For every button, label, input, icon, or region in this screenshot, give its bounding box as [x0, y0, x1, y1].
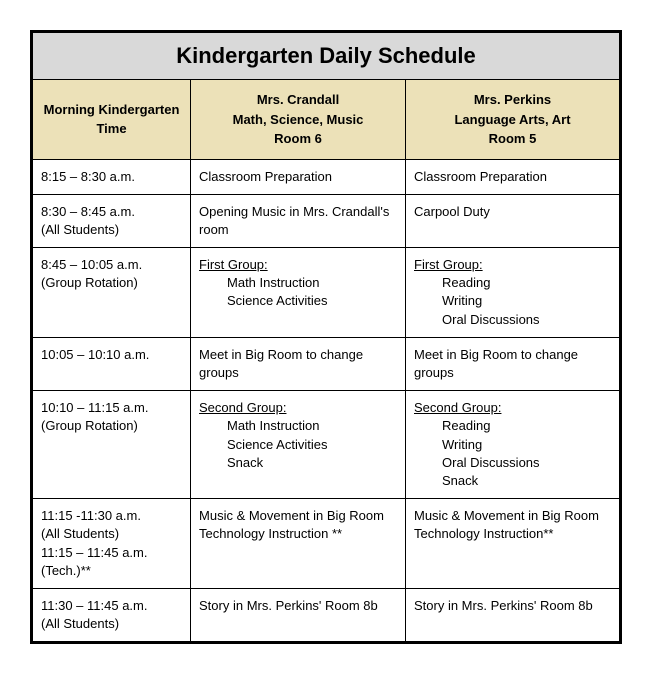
group-item: Reading	[414, 274, 611, 292]
teacher-b-cell: Music & Movement in Big RoomTechnology I…	[406, 499, 621, 589]
group-item: Math Instruction	[199, 274, 397, 292]
table-row: 8:30 – 8:45 a.m.(All Students)Opening Mu…	[32, 194, 621, 247]
time-cell: 8:45 – 10:05 a.m.(Group Rotation)	[32, 248, 191, 338]
group-item: Reading	[414, 417, 611, 435]
time-line: 10:10 – 11:15 a.m.	[41, 399, 182, 417]
table-row: 10:10 – 11:15 a.m.(Group Rotation)Second…	[32, 391, 621, 499]
header-line: Morning Kindergarten	[44, 102, 180, 117]
time-line: 11:15 -11:30 a.m.	[41, 507, 182, 525]
cell-text: Classroom Preparation	[414, 169, 547, 184]
time-cell: 10:10 – 11:15 a.m.(Group Rotation)	[32, 391, 191, 499]
header-line: Math, Science, Music	[233, 112, 364, 127]
teacher-b-cell: Meet in Big Room to change groups	[406, 337, 621, 390]
teacher-a-cell: Music & Movement in Big RoomTechnology I…	[191, 499, 406, 589]
header-line: Time	[96, 121, 126, 136]
cell-text: Opening Music in Mrs. Crandall's room	[199, 204, 389, 237]
cell-text: Story in Mrs. Perkins' Room 8b	[199, 598, 378, 613]
group-heading: Second Group:	[199, 400, 286, 415]
time-line: 11:15 – 11:45 a.m. (Tech.)**	[41, 544, 182, 580]
cell-text: Music & Movement in Big Room	[414, 507, 611, 525]
group-item: Writing	[414, 292, 611, 310]
group-item: Science Activities	[199, 292, 397, 310]
time-cell: 8:15 – 8:30 a.m.	[32, 159, 191, 194]
time-line: 11:30 – 11:45 a.m.	[41, 597, 182, 615]
cell-text: Meet in Big Room to change groups	[199, 347, 363, 380]
time-cell: 11:15 -11:30 a.m.(All Students)11:15 – 1…	[32, 499, 191, 589]
header-line: Room 5	[489, 131, 537, 146]
group-heading: Second Group:	[414, 400, 501, 415]
time-line: (All Students)	[41, 615, 182, 633]
cell-text: Technology Instruction**	[414, 525, 611, 543]
teacher-b-cell: Second Group: ReadingWritingOral Discussi…	[406, 391, 621, 499]
teacher-a-cell: Classroom Preparation	[191, 159, 406, 194]
header-teacher-b: Mrs. Perkins Language Arts, Art Room 5	[406, 80, 621, 160]
time-cell: 10:05 – 10:10 a.m.	[32, 337, 191, 390]
table-row: 11:30 – 11:45 a.m.(All Students) Story in…	[32, 588, 621, 642]
group-item: Snack	[414, 472, 611, 490]
teacher-b-cell: Classroom Preparation	[406, 159, 621, 194]
group-item: Math Instruction	[199, 417, 397, 435]
teacher-a-cell: Story in Mrs. Perkins' Room 8b	[191, 588, 406, 642]
time-line: 8:30 – 8:45 a.m.	[41, 203, 182, 221]
title-row: Kindergarten Daily Schedule	[32, 32, 621, 80]
header-row: Morning Kindergarten Time Mrs. Crandall …	[32, 80, 621, 160]
teacher-b-cell: Story in Mrs. Perkins' Room 8b	[406, 588, 621, 642]
teacher-a-cell: First Group: Math InstructionScience Acti…	[191, 248, 406, 338]
teacher-b-cell: First Group: ReadingWritingOral Discussio…	[406, 248, 621, 338]
teacher-a-cell: Opening Music in Mrs. Crandall's room	[191, 194, 406, 247]
table-row: 11:15 -11:30 a.m.(All Students)11:15 – 1…	[32, 499, 621, 589]
teacher-b-cell: Carpool Duty	[406, 194, 621, 247]
time-cell: 8:30 – 8:45 a.m.(All Students)	[32, 194, 191, 247]
time-line: (All Students)	[41, 221, 182, 239]
time-line: 8:45 – 10:05 a.m.	[41, 256, 182, 274]
header-line: Room 6	[274, 131, 322, 146]
page-title: Kindergarten Daily Schedule	[32, 32, 621, 80]
group-item: Oral Discussions	[414, 454, 611, 472]
cell-text: Meet in Big Room to change groups	[414, 347, 578, 380]
header-teacher-a: Mrs. Crandall Math, Science, Music Room …	[191, 80, 406, 160]
cell-text: Carpool Duty	[414, 204, 490, 219]
cell-text: Music & Movement in Big Room	[199, 507, 397, 525]
teacher-a-cell: Second Group: Math InstructionScience Act…	[191, 391, 406, 499]
group-item: Science Activities	[199, 436, 397, 454]
time-line: 8:15 – 8:30 a.m.	[41, 168, 182, 186]
table-row: 10:05 – 10:10 a.m. Meet in Big Room to ch…	[32, 337, 621, 390]
schedule-table: Kindergarten Daily Schedule Morning Kind…	[30, 30, 622, 644]
header-line: Mrs. Crandall	[257, 92, 339, 107]
time-line: (Group Rotation)	[41, 274, 182, 292]
group-item: Snack	[199, 454, 397, 472]
header-line: Language Arts, Art	[454, 112, 570, 127]
time-line: 10:05 – 10:10 a.m.	[41, 346, 182, 364]
cell-text: Classroom Preparation	[199, 169, 332, 184]
table-row: 8:45 – 10:05 a.m.(Group Rotation)First G…	[32, 248, 621, 338]
time-cell: 11:30 – 11:45 a.m.(All Students)	[32, 588, 191, 642]
cell-text: Story in Mrs. Perkins' Room 8b	[414, 598, 593, 613]
cell-text: Technology Instruction **	[199, 525, 397, 543]
header-time: Morning Kindergarten Time	[32, 80, 191, 160]
header-line: Mrs. Perkins	[474, 92, 551, 107]
group-item: Oral Discussions	[414, 311, 611, 329]
group-heading: First Group:	[199, 257, 268, 272]
time-line: (Group Rotation)	[41, 417, 182, 435]
group-heading: First Group:	[414, 257, 483, 272]
time-line: (All Students)	[41, 525, 182, 543]
table-row: 8:15 – 8:30 a.m. Classroom Preparation Cla…	[32, 159, 621, 194]
group-item: Writing	[414, 436, 611, 454]
teacher-a-cell: Meet in Big Room to change groups	[191, 337, 406, 390]
